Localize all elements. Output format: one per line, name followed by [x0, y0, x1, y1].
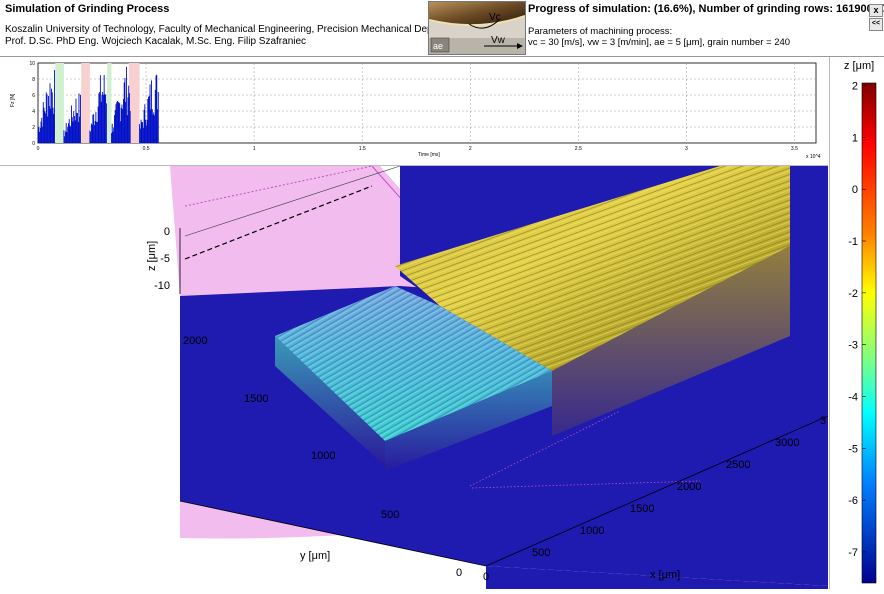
x-tick: 2500	[726, 459, 750, 471]
colorbar-title: z [μm]	[844, 60, 874, 72]
chart-y-tick: 0	[32, 141, 35, 147]
chart-x-label: Time [ms]	[418, 152, 440, 158]
y-axis-label: y [μm]	[300, 550, 330, 562]
y-tick: 500	[381, 509, 399, 521]
colorbar-tick-label: -6	[848, 495, 858, 507]
x-axis-label: x [μm]	[650, 569, 680, 581]
authors-text: Prof. D.Sc. PhD Eng. Wojciech Kacalak, M…	[5, 36, 307, 47]
pass-band	[128, 63, 140, 143]
colorbar-tick-label: -4	[848, 391, 858, 403]
pass-band	[81, 63, 90, 143]
colorbar-tick-label: -3	[848, 340, 858, 352]
z-tick: 0	[164, 226, 170, 238]
x-axis-line	[485, 415, 829, 567]
ae-label: ae	[433, 41, 443, 51]
app-title: Simulation of Grinding Process	[5, 3, 170, 15]
colorbar-tick-label: -5	[848, 443, 858, 455]
force-time-chart: 0 2 4 6 8 10 0 0.5 1 1.5 2 2.5 3 3.5 Fz [N] Time [ms…	[0, 57, 828, 166]
chart-y-tick: 8	[32, 77, 35, 83]
chart-x-exponent: x 10^4	[806, 154, 821, 160]
chart-x-tick: 0.5	[143, 146, 150, 152]
y-axis-line	[179, 500, 487, 567]
colorbar-tick-label: -7	[848, 547, 858, 559]
vw-label: Vw	[491, 35, 506, 46]
chart-x-tick: 3.5	[791, 146, 798, 152]
vc-label: Vc	[489, 12, 501, 23]
x-tick: 1500	[630, 503, 654, 515]
chart-y-tick: 6	[32, 93, 35, 99]
chart-y-tick: 10	[29, 61, 35, 67]
affiliation-text: Koszalin University of Technology, Facul…	[5, 24, 467, 35]
x-tick: 2000	[677, 481, 701, 493]
header-panel: Simulation of Grinding Process Koszalin …	[0, 0, 884, 57]
params-values: vc = 30 [m/s], vw = 3 [m/min], ae = 5 [μ…	[528, 37, 791, 48]
colorbar-gradient	[861, 82, 877, 584]
surface-3d-plot[interactable]: 0 -5 -10 z [μm] 2000 1500 1000 500 0 y […	[0, 165, 829, 589]
x-tick: 1000	[580, 525, 604, 537]
colorbar-tick-label: 1	[852, 132, 858, 144]
y-tick: 0	[456, 567, 462, 579]
pass-band	[107, 63, 112, 143]
z-tick: -5	[160, 253, 170, 265]
colorbar-tick-label: 2	[852, 81, 858, 93]
grinding-wheel-illustration: Vc Vw ae	[428, 1, 526, 55]
chart-x-tick: 1	[253, 146, 256, 152]
close-button[interactable]: x	[869, 4, 883, 17]
x-tick: 3000	[775, 437, 799, 449]
chart-x-tick: 1.5	[359, 146, 366, 152]
z-tick: -10	[154, 280, 170, 292]
x-tick: 500	[532, 547, 550, 559]
progress-text: Progress of simulation: (16.6%), Number …	[528, 3, 884, 15]
chart-x-tick: 3	[685, 146, 688, 152]
colorbar-tick-label: 0	[852, 184, 858, 196]
colorbar-tick-label: -1	[848, 236, 858, 248]
y-tick: 2000	[183, 335, 207, 347]
params-label: Parameters of machining process:	[528, 26, 673, 37]
pass-band	[55, 63, 64, 143]
colorbar-tick-label: -2	[848, 288, 858, 300]
x-tick: 3	[820, 415, 826, 427]
x-tick: 0	[483, 571, 489, 583]
colorbar-panel: z [μm] 2 1 0 -1 -2 -3 -4 -5 -6 -7	[829, 57, 884, 589]
collapse-button[interactable]: <<	[869, 18, 883, 31]
chart-y-tick: 4	[32, 109, 35, 115]
y-tick: 1500	[244, 393, 268, 405]
y-tick: 1000	[311, 450, 335, 462]
chart-x-tick: 2	[469, 146, 472, 152]
chart-y-tick: 2	[32, 125, 35, 131]
chart-x-tick: 2.5	[575, 146, 582, 152]
z-axis-label: z [μm]	[146, 241, 158, 271]
chart-y-label: Fz [N]	[10, 93, 16, 107]
chart-x-tick: 0	[37, 146, 40, 152]
